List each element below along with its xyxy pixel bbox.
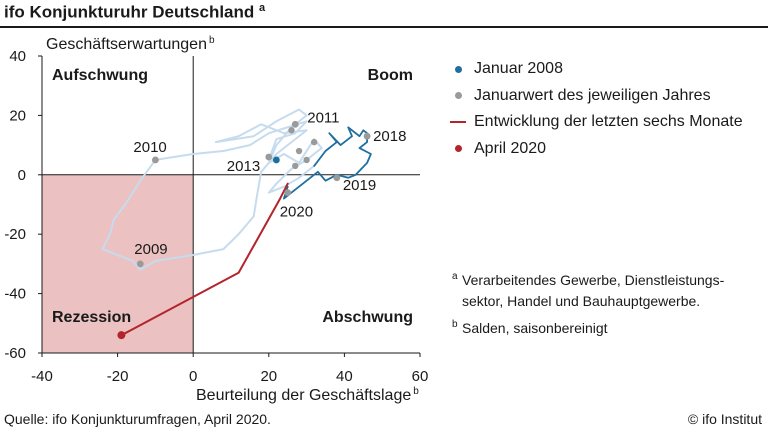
footnote-mark: a [452, 271, 458, 282]
y-tick-label: -20 [4, 226, 26, 243]
year-label-2009: 2009 [134, 241, 167, 258]
footnotes: a Verarbeitendes Gewerbe, Dienstleistungs… [452, 270, 724, 339]
y-tick-label: 40 [9, 48, 26, 65]
legend-label: Januarwert des jeweiligen Jahres [474, 86, 711, 104]
y-tick-label: 0 [18, 167, 26, 184]
january-point [292, 162, 299, 170]
footnote-mark: b [452, 319, 458, 330]
year-label-2020: 2020 [280, 204, 313, 221]
year-point-2020 [284, 189, 292, 197]
legend-item: Entwicklung der letzten sechs Monate [448, 109, 743, 136]
quadrant-label-rezession: Rezession [52, 309, 131, 326]
chart-title: ifo Konjunkturuhr Deutschland a [4, 2, 265, 23]
x-tick-label: 0 [189, 368, 197, 385]
legend-label: Januar 2008 [474, 60, 563, 78]
legend-dot-icon [448, 145, 468, 153]
year-point-2019 [333, 174, 341, 182]
year-point-2013 [265, 153, 273, 161]
april-2020-point [117, 331, 126, 340]
year-label-2018: 2018 [373, 128, 406, 145]
year-label-2013: 2013 [227, 158, 260, 175]
footnote-text: Salden, saisonbereinigt [462, 320, 608, 336]
y-axis-label-note: b [209, 35, 215, 46]
legend-item: April 2020 [448, 136, 743, 163]
footnote-b: b Salden, saisonbereinigt [452, 318, 724, 339]
january-point [310, 138, 318, 146]
year-label-2011: 2011 [307, 109, 339, 126]
january-point [303, 156, 310, 164]
footnote-a: a Verarbeitendes Gewerbe, Dienstleistungs… [452, 270, 724, 312]
chart-title-text: ifo Konjunkturuhr Deutschland [4, 2, 255, 22]
footnote-text: Verarbeitendes Gewerbe, Dienstleistungs-… [462, 272, 725, 309]
legend-label: April 2020 [474, 139, 547, 157]
year-point-2010 [152, 156, 159, 164]
january-point [288, 127, 295, 134]
quadrant-label-boom: Boom [368, 67, 413, 84]
legend-line-icon [448, 121, 468, 124]
y-tick-label: -60 [4, 345, 26, 362]
year-point-2011 [291, 120, 299, 128]
x-tick-label: 60 [412, 368, 429, 385]
january-point [295, 147, 303, 155]
y-tick-label: -40 [4, 286, 26, 303]
title-rule [0, 26, 768, 28]
recession-quadrant [42, 174, 194, 353]
x-axis-label: Beurteilung der Geschäftslage b [196, 386, 419, 404]
legend-dot-icon [448, 65, 468, 73]
year-label-2010: 2010 [133, 139, 166, 156]
legend-label: Entwicklung der letzten sechs Monate [474, 113, 743, 131]
legend-item: Januarwert des jeweiligen Jahres [448, 83, 743, 110]
y-tick-label: 20 [9, 107, 26, 124]
y-axis-label: Geschäftserwartungen b [46, 35, 215, 53]
series-line-history-dark [282, 126, 372, 200]
january-2008-point [272, 156, 280, 164]
quadrant-label-aufschwung: Aufschwung [52, 67, 148, 84]
legend-item: Januar 2008 [448, 56, 743, 83]
legend: Januar 2008 Januarwert des jeweiligen Jah… [448, 56, 743, 162]
x-tick-label: 20 [260, 368, 277, 385]
legend-dot-icon [448, 92, 468, 100]
source-note: Quelle: ifo Konjunkturumfragen, April 20… [4, 411, 271, 427]
year-label-2019: 2019 [343, 177, 376, 194]
title-note-mark: a [259, 2, 266, 14]
x-tick-label: 40 [336, 368, 353, 385]
series-line-last-six-months [120, 182, 289, 337]
x-tick-label: -40 [31, 368, 53, 385]
year-point-2018 [363, 132, 371, 140]
quadrant-label-abschwung: Abschwung [322, 309, 413, 326]
copyright: © ifo Institut [687, 411, 762, 427]
x-axis-label-note: b [413, 386, 419, 397]
year-point-2009 [136, 260, 144, 268]
x-tick-label: -20 [107, 368, 129, 385]
